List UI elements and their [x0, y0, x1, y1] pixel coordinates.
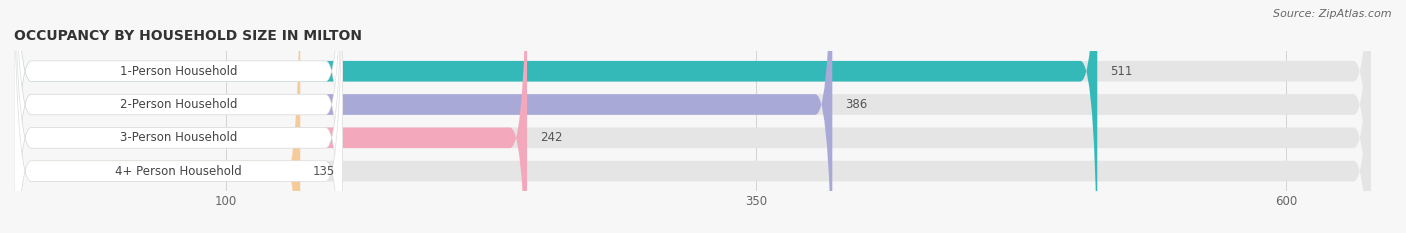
Text: 242: 242: [540, 131, 562, 144]
FancyBboxPatch shape: [14, 0, 1371, 233]
Text: 4+ Person Household: 4+ Person Household: [115, 164, 242, 178]
FancyBboxPatch shape: [14, 0, 1371, 233]
Text: Source: ZipAtlas.com: Source: ZipAtlas.com: [1274, 9, 1392, 19]
FancyBboxPatch shape: [14, 0, 832, 233]
FancyBboxPatch shape: [14, 0, 1371, 233]
FancyBboxPatch shape: [14, 0, 343, 233]
FancyBboxPatch shape: [14, 0, 343, 233]
Text: OCCUPANCY BY HOUSEHOLD SIZE IN MILTON: OCCUPANCY BY HOUSEHOLD SIZE IN MILTON: [14, 29, 363, 43]
FancyBboxPatch shape: [14, 0, 301, 233]
Text: 511: 511: [1109, 65, 1132, 78]
Text: 3-Person Household: 3-Person Household: [120, 131, 238, 144]
FancyBboxPatch shape: [14, 0, 1097, 233]
FancyBboxPatch shape: [14, 0, 343, 233]
Text: 2-Person Household: 2-Person Household: [120, 98, 238, 111]
FancyBboxPatch shape: [14, 0, 343, 233]
Text: 135: 135: [314, 164, 335, 178]
FancyBboxPatch shape: [14, 0, 1371, 233]
FancyBboxPatch shape: [14, 0, 527, 233]
Text: 386: 386: [845, 98, 868, 111]
Text: 1-Person Household: 1-Person Household: [120, 65, 238, 78]
